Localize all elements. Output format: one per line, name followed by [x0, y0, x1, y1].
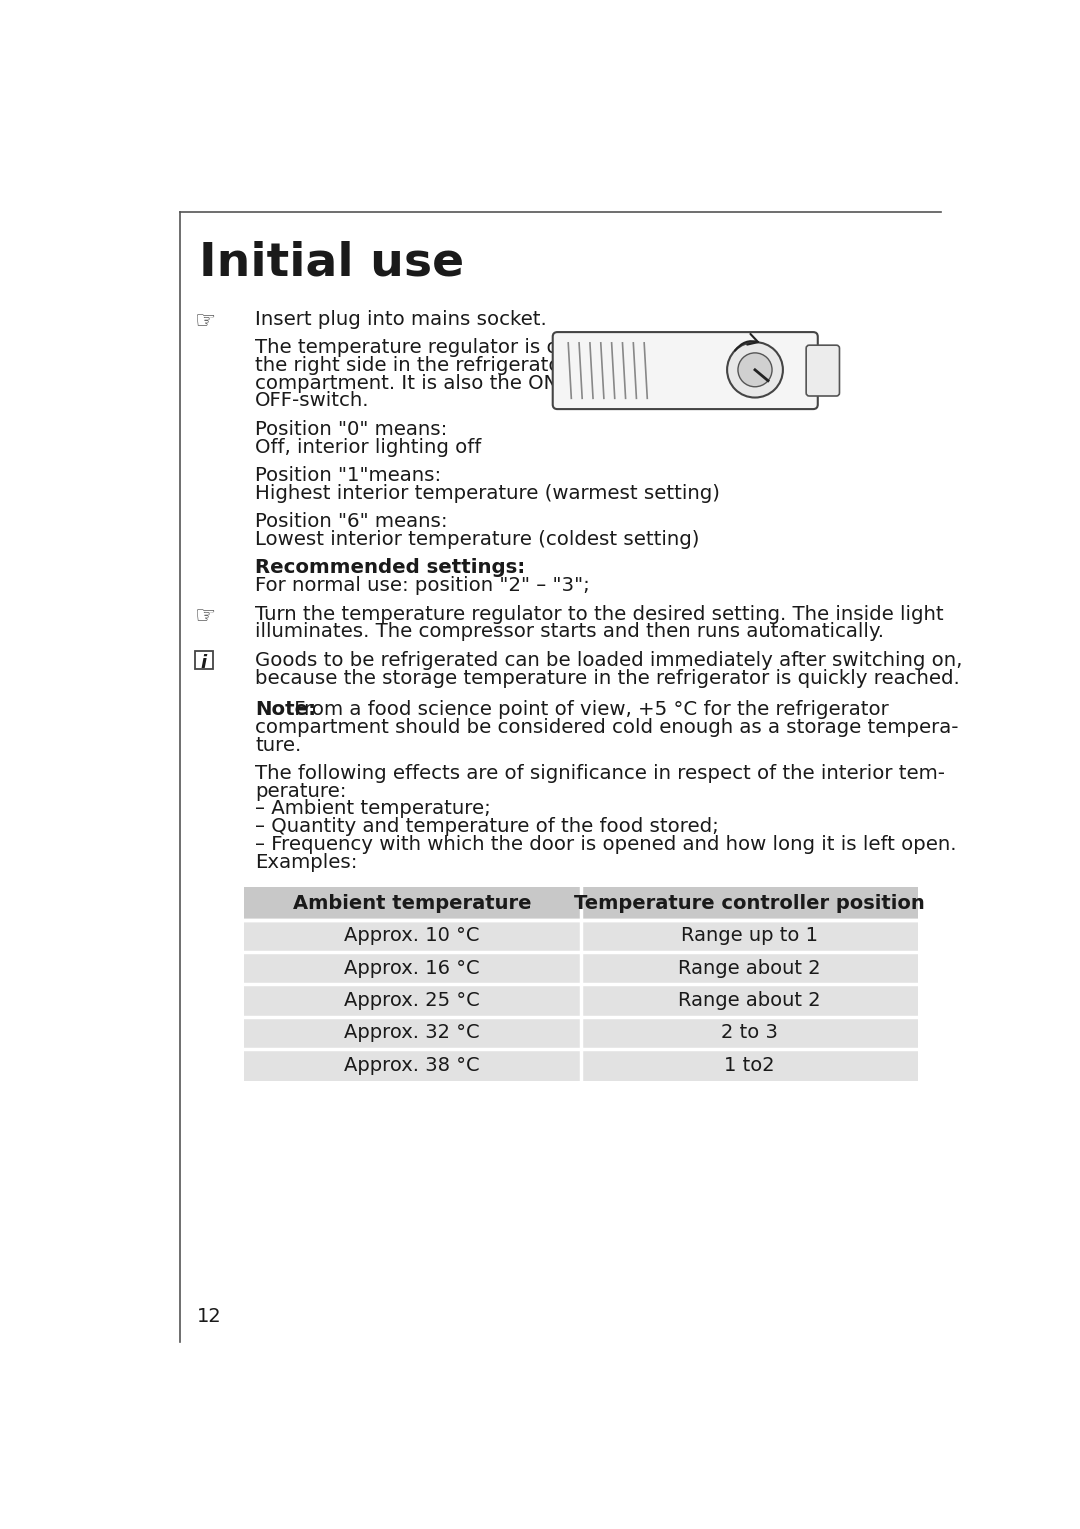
Bar — [581, 919, 918, 953]
Text: Position "6" means:: Position "6" means: — [255, 512, 447, 531]
Text: Lowest interior temperature (coldest setting): Lowest interior temperature (coldest set… — [255, 531, 700, 549]
Text: illuminates. The compressor starts and then runs automatically.: illuminates. The compressor starts and t… — [255, 622, 885, 641]
Bar — [243, 1017, 581, 1049]
FancyBboxPatch shape — [806, 346, 839, 396]
Bar — [243, 953, 581, 985]
Text: Initial use: Initial use — [199, 240, 463, 286]
Text: For normal use: position "2" – "3";: For normal use: position "2" – "3"; — [255, 576, 590, 595]
Text: OFF-switch.: OFF-switch. — [255, 391, 369, 410]
Text: 1 to2: 1 to2 — [724, 1055, 774, 1075]
Text: From a food science point of view, +5 °C for the refrigerator: From a food science point of view, +5 °C… — [288, 700, 889, 719]
FancyArrowPatch shape — [734, 333, 758, 350]
Text: the right side in the refrigerator: the right side in the refrigerator — [255, 356, 569, 375]
Text: perature:: perature: — [255, 781, 347, 801]
Text: The temperature regulator is on: The temperature regulator is on — [255, 338, 571, 358]
Text: Recommended settings:: Recommended settings: — [255, 558, 525, 578]
Text: 12: 12 — [197, 1307, 221, 1326]
Bar — [243, 985, 581, 1017]
Text: Temperature controller position: Temperature controller position — [573, 894, 924, 913]
Text: compartment. It is also the ON/: compartment. It is also the ON/ — [255, 373, 565, 393]
Text: i: i — [201, 654, 207, 671]
Text: Off, interior lighting off: Off, interior lighting off — [255, 437, 482, 457]
Text: Position "1"means:: Position "1"means: — [255, 466, 442, 485]
Text: Approx. 32 °C: Approx. 32 °C — [345, 1023, 480, 1043]
Text: Approx. 10 °C: Approx. 10 °C — [345, 927, 480, 945]
Text: Goods to be refrigerated can be loaded immediately after switching on,: Goods to be refrigerated can be loaded i… — [255, 651, 962, 670]
Text: Position "0" means:: Position "0" means: — [255, 420, 447, 439]
Text: Ambient temperature: Ambient temperature — [293, 894, 531, 913]
Text: because the storage temperature in the refrigerator is quickly reached.: because the storage temperature in the r… — [255, 668, 960, 688]
Bar — [243, 887, 581, 919]
Text: Approx. 16 °C: Approx. 16 °C — [345, 959, 480, 977]
FancyBboxPatch shape — [195, 651, 213, 670]
Text: ☞: ☞ — [195, 310, 217, 333]
Text: Range about 2: Range about 2 — [678, 991, 821, 1011]
Text: Turn the temperature regulator to the desired setting. The inside light: Turn the temperature regulator to the de… — [255, 604, 944, 624]
Text: Approx. 38 °C: Approx. 38 °C — [345, 1055, 480, 1075]
Text: Insert plug into mains socket.: Insert plug into mains socket. — [255, 310, 546, 329]
Bar — [581, 953, 918, 985]
Text: – Ambient temperature;: – Ambient temperature; — [255, 800, 491, 818]
Text: Range about 2: Range about 2 — [678, 959, 821, 977]
Bar — [581, 1049, 918, 1081]
Text: ture.: ture. — [255, 735, 301, 755]
Bar — [243, 1049, 581, 1081]
Text: Note:: Note: — [255, 700, 316, 719]
Text: Highest interior temperature (warmest setting): Highest interior temperature (warmest se… — [255, 483, 720, 503]
Circle shape — [727, 342, 783, 398]
Bar — [581, 1017, 918, 1049]
Text: Range up to 1: Range up to 1 — [680, 927, 818, 945]
Text: Approx. 25 °C: Approx. 25 °C — [345, 991, 480, 1011]
Bar — [581, 887, 918, 919]
Text: 2 to 3: 2 to 3 — [720, 1023, 778, 1043]
Circle shape — [738, 353, 772, 387]
Text: ☞: ☞ — [195, 604, 217, 628]
Text: – Quantity and temperature of the food stored;: – Quantity and temperature of the food s… — [255, 816, 719, 836]
Text: The following effects are of significance in respect of the interior tem-: The following effects are of significanc… — [255, 764, 945, 783]
Text: – Frequency with which the door is opened and how long it is left open.: – Frequency with which the door is opene… — [255, 835, 957, 853]
FancyBboxPatch shape — [553, 332, 818, 410]
Text: Examples:: Examples: — [255, 853, 357, 872]
Bar — [581, 985, 918, 1017]
Bar — [243, 919, 581, 953]
Text: compartment should be considered cold enough as a storage tempera-: compartment should be considered cold en… — [255, 717, 959, 737]
